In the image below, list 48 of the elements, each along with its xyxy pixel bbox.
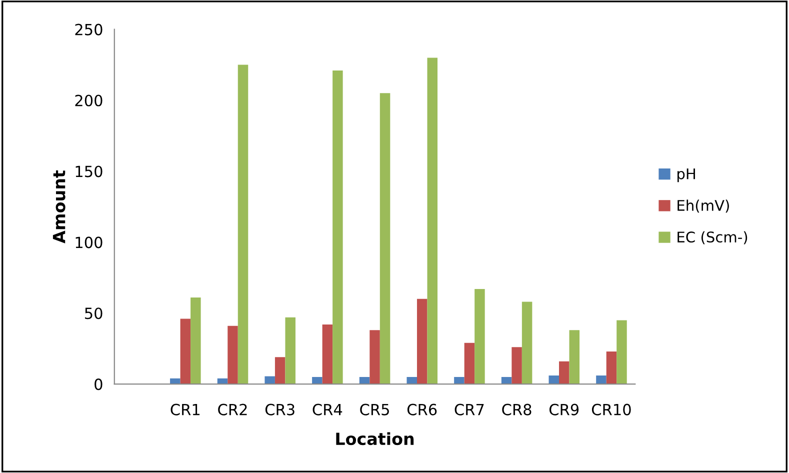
bar <box>406 376 417 384</box>
x-tick-label: CR9 <box>549 404 579 416</box>
x-tick-label: CR1 <box>170 404 200 416</box>
bar <box>312 376 322 384</box>
legend-label: Eh(mV) <box>678 200 729 213</box>
bar <box>606 351 617 384</box>
bar <box>616 320 627 384</box>
x-tick-label: CR5 <box>360 404 389 416</box>
bar <box>380 93 390 384</box>
bar <box>238 64 248 384</box>
legend-label: EC (Scm-) <box>678 231 748 244</box>
bar <box>559 361 570 384</box>
y-tick-label: 150 <box>76 166 102 178</box>
bar <box>332 70 343 384</box>
x-tick-label: CR3 <box>265 404 294 416</box>
bar <box>548 376 560 384</box>
x-axis-title: Location <box>336 432 414 446</box>
x-tick-label: CR8 <box>502 404 532 416</box>
x-tick-label: CR7 <box>454 404 484 416</box>
y-tick-label: 250 <box>75 24 102 36</box>
x-tick-label: CR4 <box>312 404 342 416</box>
y-tick-label: 0 <box>94 378 102 390</box>
bar <box>464 342 475 384</box>
y-tick-label: 200 <box>75 94 102 106</box>
bar <box>370 330 380 384</box>
bar <box>228 326 238 384</box>
x-tick-label: CR2 <box>218 404 247 416</box>
bar <box>512 347 522 384</box>
bar <box>190 298 201 384</box>
x-tick-label: CR6 <box>407 404 437 416</box>
bar <box>522 302 532 384</box>
x-tick-label: CR10 <box>592 404 631 416</box>
bar <box>416 298 428 384</box>
bar <box>180 318 191 384</box>
y-axis-title: Amount <box>52 170 66 244</box>
bar <box>285 317 296 384</box>
bar <box>427 58 438 384</box>
bar <box>264 376 275 384</box>
bar <box>170 378 180 384</box>
bar <box>474 289 485 384</box>
y-tick-label: 50 <box>85 308 102 320</box>
bar <box>322 324 333 384</box>
legend-label: pH <box>678 168 695 182</box>
bar <box>454 376 464 384</box>
bar <box>596 376 606 384</box>
y-tick-label: 100 <box>76 236 102 248</box>
bar <box>569 330 580 384</box>
bar <box>274 357 286 384</box>
